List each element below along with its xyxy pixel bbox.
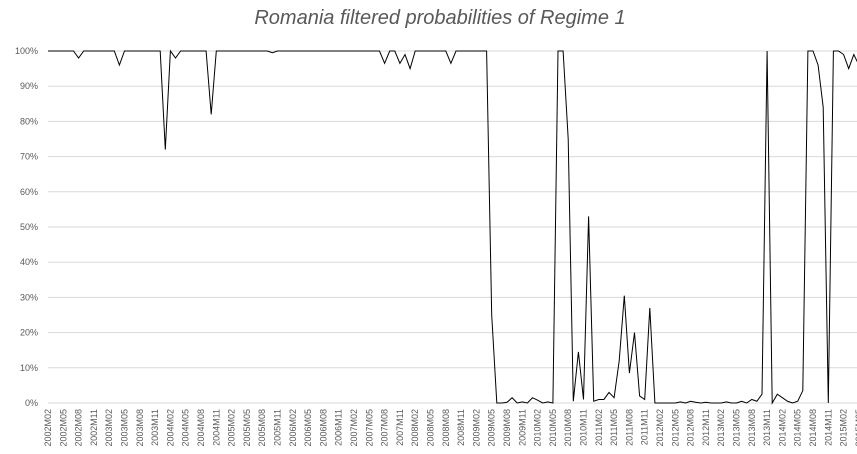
y-tick-label: 70%: [20, 152, 38, 162]
x-tick-label: 2005M05: [242, 409, 252, 447]
y-tick-label: 10%: [20, 363, 38, 373]
x-tick-label: 2005M11: [273, 409, 283, 446]
x-tick-label: 2015M02: [839, 409, 849, 447]
x-tick-label: 2011M11: [640, 409, 650, 445]
y-tick-label: 60%: [20, 187, 38, 197]
x-tick-label: 2014M08: [808, 409, 818, 447]
x-tick-label: 2011M02: [594, 409, 604, 446]
x-tick-label: 2008M05: [426, 409, 436, 447]
x-tick-label: 2004M02: [165, 409, 175, 447]
x-tick-label: 2002M02: [43, 409, 53, 447]
x-tick-label: 2002M08: [74, 409, 84, 447]
x-tick-label: 2010M11: [579, 409, 589, 446]
x-tick-label: 2010M08: [563, 409, 573, 447]
x-tick-label: 2005M08: [257, 409, 267, 447]
x-tick-label: 2002M05: [58, 409, 68, 447]
line: [48, 49, 857, 405]
x-tick-label: 2008M08: [441, 409, 451, 447]
x-tick-label: 2013M05: [732, 409, 742, 447]
x-tick-label: 2003M05: [120, 409, 130, 447]
x-tick-label: 2013M11: [762, 409, 772, 446]
x-tick-label: 2013M02: [716, 409, 726, 447]
y-tick-label: 50%: [20, 222, 38, 232]
x-tick-label: 2013M08: [747, 409, 757, 447]
x-tick-label: 2008M11: [456, 409, 466, 446]
y-tick-label: 40%: [20, 257, 38, 267]
x-tick-label: 2009M05: [487, 409, 497, 447]
x-tick-label: 2010M05: [548, 409, 558, 447]
x-tick-label: 2007M05: [364, 409, 374, 447]
x-tick-label: 2015M05: [854, 409, 857, 447]
x-tick-label: 2004M08: [196, 409, 206, 447]
x-tick-label: 2014M11: [823, 409, 833, 446]
x-tick-label: 2002M11: [89, 409, 99, 446]
x-tick-label: 2011M08: [624, 409, 634, 446]
x-tick-label: 2009M08: [502, 409, 512, 447]
x-tick-label: 2005M02: [227, 409, 237, 447]
x-tick-label: 2012M02: [655, 409, 665, 447]
x-tick-label: 2009M02: [471, 409, 481, 447]
y-tick-label: 100%: [15, 46, 38, 56]
x-tick-label: 2011M05: [609, 409, 619, 446]
x-tick-label: 2006M05: [303, 409, 313, 447]
x-tick-label: 2012M08: [686, 409, 696, 447]
x-tick-label: 2006M08: [318, 409, 328, 447]
x-tick-label: 2014M02: [777, 409, 787, 447]
x-tick-label: 2007M11: [395, 409, 405, 446]
x-tick-label: 2012M11: [701, 409, 711, 446]
x-tick-label: 2004M05: [181, 409, 191, 447]
x-tick-label: 2010M02: [533, 409, 543, 447]
x-tick-label: 2003M11: [150, 409, 160, 446]
x-tick-label: 2007M02: [349, 409, 359, 447]
y-tick-label: 90%: [20, 81, 38, 91]
y-tick-label: 80%: [20, 116, 38, 126]
x-tick-label: 2008M02: [410, 409, 420, 447]
chart-title: Romania filtered probabilities of Regime…: [254, 7, 625, 29]
x-tick-label: 2006M02: [288, 409, 298, 447]
x-tick-label: 2014M05: [793, 409, 803, 447]
x-tick-label: 2003M02: [104, 409, 114, 447]
x-tick-label: 2006M11: [334, 409, 344, 446]
x-tick-label: 2003M08: [135, 409, 145, 447]
x-tick-label: 2009M11: [517, 409, 527, 446]
x-tick-label: 2007M08: [380, 409, 390, 447]
y-tick-label: 0%: [25, 398, 38, 408]
x-tick-label: 2012M05: [670, 409, 680, 447]
x-tick-label: 2004M11: [211, 409, 221, 446]
y-tick-label: 30%: [20, 292, 38, 302]
y-tick-label: 20%: [20, 328, 38, 338]
